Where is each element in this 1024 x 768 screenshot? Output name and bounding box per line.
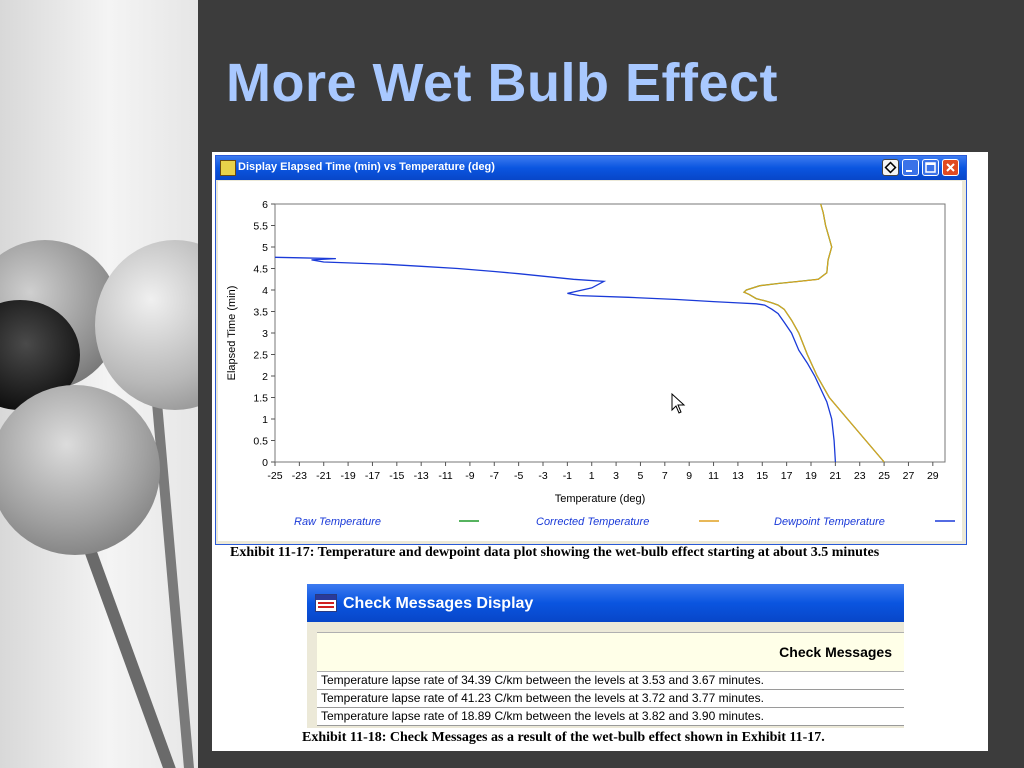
close-icon[interactable] (942, 159, 959, 176)
check-messages-label: Check Messages (779, 644, 892, 660)
x-tick-label: 19 (805, 470, 817, 482)
messages-app-icon (315, 594, 337, 612)
temperature-chart: -25 -23 -21 -19 -17 -15 -13 -11 -9 -7 -5 -3 -1 1 3 5 7 9 1… (226, 199, 955, 528)
y-axis-label: Elapsed Time (min) (226, 286, 238, 381)
x-tick-label: -1 (563, 470, 572, 482)
y-tick-label: 0.5 (253, 436, 268, 448)
legend-label: Dewpoint Temperature (774, 516, 885, 528)
x-tick-label: 3 (613, 470, 619, 482)
check-messages-header: Check Messages (317, 632, 904, 672)
minimize-icon[interactable] (902, 159, 919, 176)
y-tick-label: 3 (262, 328, 268, 340)
list-item[interactable]: Temperature lapse rate of 41.23 C/km bet… (317, 690, 904, 708)
y-tick-label: 4 (262, 285, 268, 297)
x-tick-label: -17 (365, 470, 380, 482)
y-tick-label: 5.5 (253, 221, 268, 233)
x-tick-label: -15 (389, 470, 404, 482)
y-tick-label: 5 (262, 242, 268, 254)
exhibit-caption-2: Exhibit 11-18: Check Messages as a resul… (302, 730, 825, 745)
pin-shaft (80, 535, 181, 768)
x-tick-label: 21 (830, 470, 842, 482)
plot-window: Display Elapsed Time (min) vs Temperatur… (215, 155, 967, 545)
x-tick-label: -5 (514, 470, 523, 482)
x-tick-label: 1 (589, 470, 595, 482)
x-tick-label: 11 (708, 470, 719, 482)
mouse-cursor-icon (671, 392, 686, 414)
slide-content: Display Elapsed Time (min) vs Temperatur… (212, 152, 988, 751)
exhibit-caption-1: Exhibit 11-17: Temperature and dewpoint … (230, 545, 880, 560)
x-tick-label: -13 (414, 470, 429, 482)
pin-ball (95, 240, 198, 410)
list-item[interactable]: Temperature lapse rate of 34.39 C/km bet… (317, 672, 904, 690)
x-tick-label: -23 (292, 470, 307, 482)
x-tick-label: 25 (878, 470, 890, 482)
y-tick-label: 6 (262, 199, 268, 211)
x-tick-label: -9 (465, 470, 474, 482)
x-tick-label: 29 (927, 470, 939, 482)
messages-window-title: Check Messages Display (343, 595, 534, 612)
decorative-photo (0, 0, 198, 768)
messages-list: Temperature lapse rate of 34.39 C/km bet… (317, 672, 904, 726)
series-line-corrected-temperature (743, 203, 885, 463)
check-messages-window: Check Messages Display Check Messages Te… (307, 584, 904, 728)
slide-title: More Wet Bulb Effect (226, 53, 779, 113)
y-tick-label: 1.5 (253, 393, 268, 405)
x-tick-label: 13 (732, 470, 744, 482)
x-tick-label: -7 (490, 470, 499, 482)
list-item[interactable]: Temperature lapse rate of 18.89 C/km bet… (317, 708, 904, 726)
y-tick-label: 2.5 (253, 350, 268, 362)
x-tick-label: 15 (756, 470, 768, 482)
pin-shaft (150, 379, 197, 768)
y-tick-label: 2 (262, 371, 268, 383)
x-tick-label: -3 (538, 470, 547, 482)
pin-icon[interactable] (882, 159, 899, 176)
pin-ball (0, 385, 160, 555)
x-axis-label: Temperature (deg) (555, 493, 646, 505)
plot-window-title: Display Elapsed Time (min) vs Temperatur… (238, 161, 495, 173)
plot-area: -25 -23 -21 -19 -17 -15 -13 -11 -9 -7 -5 -3 -1 1 3 5 7 9 1… (218, 181, 962, 541)
messages-window-titlebar[interactable]: Check Messages Display (307, 584, 904, 622)
x-tick-label: 17 (781, 470, 793, 482)
y-tick-label: 1 (262, 414, 268, 426)
x-tick-label: -21 (316, 470, 331, 482)
plot-app-icon (220, 160, 236, 176)
legend-label: Corrected Temperature (536, 516, 649, 528)
x-tick-label: 9 (686, 470, 692, 482)
y-tick-label: 3.5 (253, 307, 268, 319)
x-tick-label: -11 (438, 470, 453, 482)
legend-label: Raw Temperature (294, 516, 381, 528)
x-tick-label: 7 (662, 470, 668, 482)
x-tick-label: 27 (903, 470, 915, 482)
plot-frame (274, 203, 946, 463)
x-tick-label: -25 (267, 470, 282, 482)
x-tick-label: 23 (854, 470, 866, 482)
maximize-icon[interactable] (922, 159, 939, 176)
x-tick-label: 5 (638, 470, 644, 482)
y-tick-label: 0 (262, 457, 268, 469)
x-tick-label: -19 (340, 470, 355, 482)
plot-window-titlebar[interactable]: Display Elapsed Time (min) vs Temperatur… (216, 156, 966, 180)
y-tick-label: 4.5 (253, 264, 268, 276)
series-line-dewpoint-temperature (274, 256, 837, 463)
